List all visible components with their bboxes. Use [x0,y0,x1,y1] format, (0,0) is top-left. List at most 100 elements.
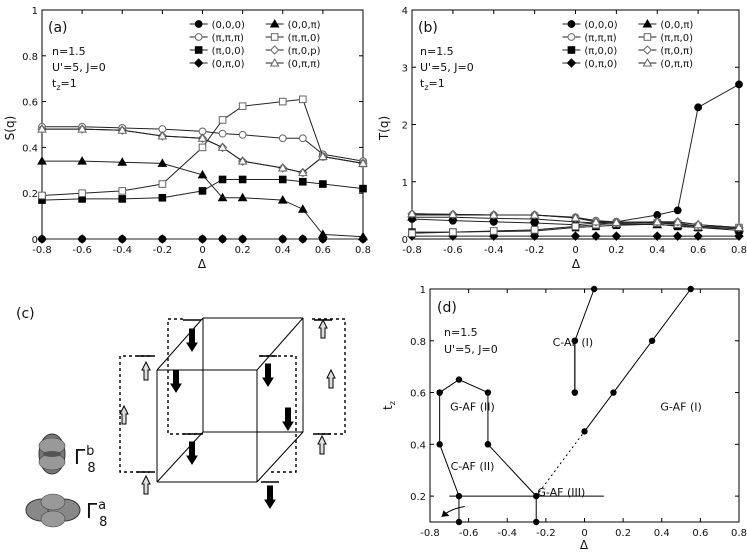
data-point [488,209,499,219]
panel-d-arrow [441,505,465,518]
data-point [318,151,328,161]
y-tick-label: 1 [32,6,38,17]
gamma8b-label: Γb 8 [74,444,96,476]
panel-b-param-u: U'=5, J=0 [420,61,474,74]
data-point [529,231,540,241]
legend-marker [269,18,280,28]
data-point [218,116,227,124]
x-tick-label: 0 [572,245,578,256]
y-tick-label: 1 [402,178,408,189]
panel-a-legend: (0,0,0) (0,0,π) (π,π,π) (π,π,0) (π,0,0) (π,0,… [189,18,321,70]
x-tick-label: -0.6 [443,245,463,256]
legend-marker [643,33,652,41]
phase-region-label: G-AF (II) [450,401,495,414]
spin-down-arrow [170,369,182,393]
panel-a-param-u: U'=5, J=0 [52,61,106,74]
data-point [77,234,87,244]
x-tick-label: -0.8 [420,528,440,539]
legend-marker [567,46,576,54]
panel-b-param-tz: tz=1 [420,77,445,92]
data-point [591,216,601,226]
data-point [694,103,703,112]
legend-marker [642,45,653,55]
panel-a: (a) S(q) Δ n=1.5 U'=5, J=0 tz=1 (0,0,0)(… [3,6,371,271]
x-tick-label: 0.2 [235,245,251,256]
data-point [157,130,168,140]
data-point [297,204,308,213]
data-point [299,95,307,104]
panel-c: (c) [16,306,346,530]
legend-marker [194,20,203,28]
boundary-point [436,389,443,396]
y-tick-label: 0.6 [410,389,426,400]
series-line [411,83,740,226]
x-tick-label: -0.4 [497,528,517,539]
boundary-point [610,389,617,396]
panel-d: (d) n=1.5 U'=5, J=0 tz Δ -0.8 -0.6 -0.4 -0.… [381,285,747,552]
data-point [217,192,228,202]
gamma8a-orbital [25,493,81,528]
y-tick-label: 0.4 [22,143,38,154]
legend-label: (0,π,π) [660,59,693,70]
data-point [237,192,248,202]
phase-boundary [439,379,489,445]
phase-region-label: G-AF (I) [660,401,701,414]
y-tick-label: 0.2 [410,492,426,503]
x-tick-label: 0.6 [690,245,706,256]
panel-a-param-n: n=1.5 [52,45,86,58]
dotted-boxes [119,318,346,473]
data-point [611,231,622,241]
boundary-point [533,518,540,526]
legend-marker [642,18,653,28]
panel-c-label: (c) [16,306,35,322]
data-point [217,234,228,244]
legend-marker [566,58,577,68]
x-tick-label: -0.2 [525,245,545,256]
data-point [238,130,247,139]
data-point [237,234,248,244]
data-point [238,175,247,184]
data-point [489,227,498,235]
x-tick-label: 0.6 [692,528,708,539]
legend-label: (π,0,0) [212,46,245,57]
legend-label: (π,π,0) [660,33,693,44]
data-point [277,163,288,172]
x-tick-label: -0.8 [402,245,422,256]
data-point [673,206,682,215]
indicator-arrowhead [441,510,450,517]
phase-region-label: C-AF (I) [553,336,594,349]
data-point [319,180,327,188]
y-tick-label: 1 [420,285,426,296]
data-point [693,231,703,241]
panel-a-param-tz: tz=1 [52,77,77,92]
spin-down-arrow [282,407,294,431]
x-tick-label: -0.4 [484,245,504,256]
legend-marker [269,57,280,67]
y-tick-label: 0.4 [410,440,426,451]
panel-b: (b) T(q) Δ n=1.5 U'=5, J=0 tz=1 (0,0,0)(… [377,6,747,271]
data-point [217,142,228,151]
panel-b-ylabel: T(q) [377,116,391,141]
data-point [77,124,87,133]
legend-label: (π,0,0) [584,46,617,57]
data-point [570,231,581,241]
phase-boundary [439,392,460,522]
x-tick-label: 0.4 [654,528,670,539]
data-point [117,157,128,166]
data-point [358,231,368,241]
boundary-point [648,337,656,344]
data-point [652,216,663,226]
legend-label: (π,π,π) [584,33,616,44]
y-tick-label: 0 [402,235,408,246]
x-tick-label: 0.6 [315,245,331,256]
y-tick-label: 3 [402,63,408,74]
legend-label: (π,0,p) [288,46,321,57]
x-tick-label: 0.4 [275,245,291,256]
boundary-point [590,285,598,293]
x-tick-label: -0.2 [153,245,173,256]
legend-label: (π,π,0) [288,33,321,44]
data-point [652,231,662,241]
data-point [570,212,581,222]
y-tick-label: 4 [402,6,408,17]
data-point [298,134,307,143]
